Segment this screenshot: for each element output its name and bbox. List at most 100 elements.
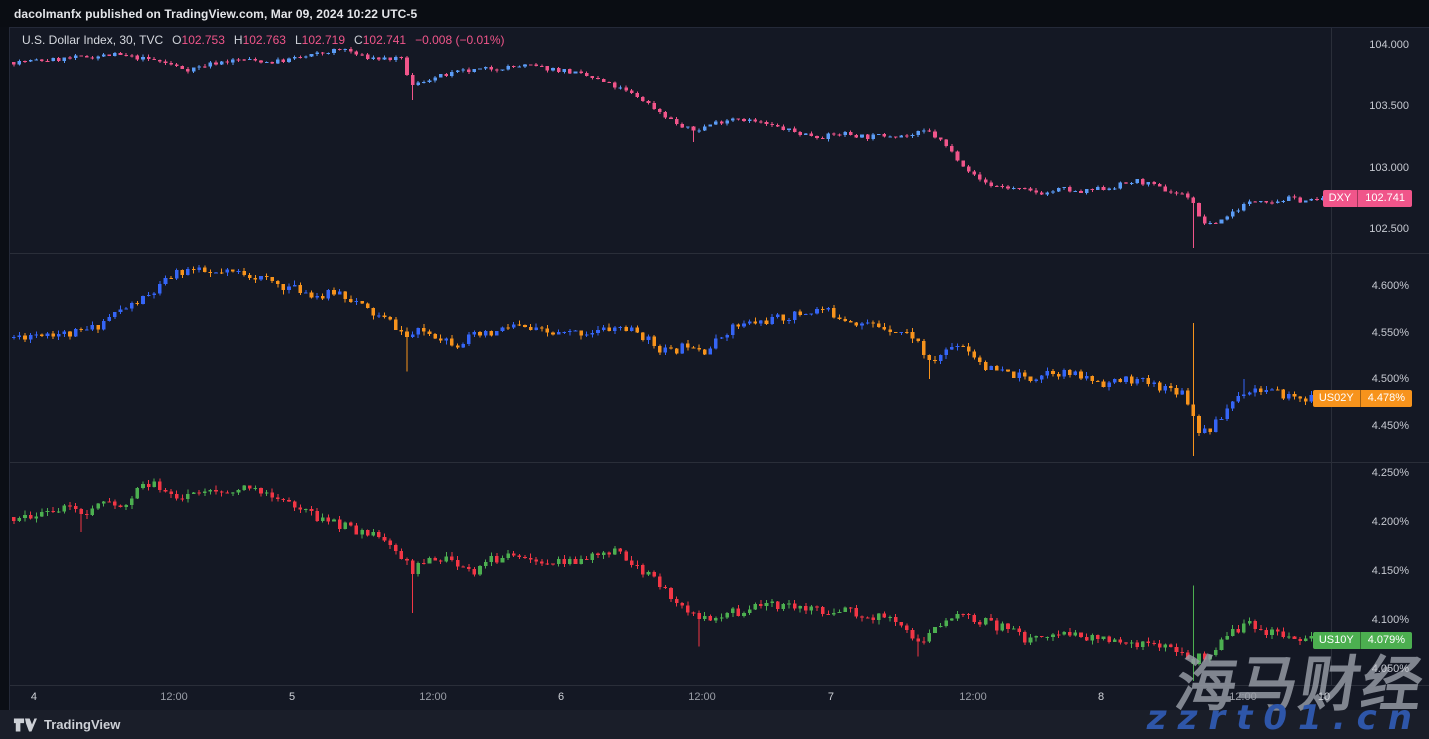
candle-body xyxy=(495,330,499,336)
candle-body xyxy=(955,151,960,161)
candle-body xyxy=(916,338,920,341)
candle-body xyxy=(304,508,308,510)
candle-body xyxy=(101,501,106,504)
candle-body xyxy=(1051,191,1055,193)
candle-body xyxy=(1039,375,1044,380)
candle-body xyxy=(202,267,207,273)
candle-body xyxy=(405,57,409,75)
time-tick-label: 4 xyxy=(30,691,38,703)
tradingview-brand[interactable]: TradingView xyxy=(44,717,121,732)
candle-body xyxy=(1112,379,1117,383)
candle-body xyxy=(1180,390,1184,395)
candle-body xyxy=(590,553,595,560)
badge-value: 102.741 xyxy=(1365,192,1405,205)
candle-body xyxy=(191,492,196,494)
candle-body xyxy=(669,588,673,600)
candle-body xyxy=(994,620,999,631)
symbol-title[interactable]: U.S. Dollar Index, 30, TVC xyxy=(22,33,164,47)
candle-body xyxy=(259,60,263,63)
candle-body xyxy=(1011,187,1016,189)
candle-body xyxy=(669,347,673,349)
candle-body xyxy=(747,321,752,324)
tradingview-logo-icon[interactable] xyxy=(13,717,37,733)
candle-body xyxy=(422,563,426,565)
candle-body xyxy=(197,267,201,270)
candle-body xyxy=(1034,636,1038,638)
candle-body xyxy=(646,571,651,575)
candle-body xyxy=(871,617,876,621)
candle-body xyxy=(427,331,432,334)
candle-body xyxy=(792,311,797,320)
candle-body xyxy=(1230,628,1235,637)
candle-body xyxy=(1275,629,1280,632)
chart-area[interactable]: U.S. Dollar Index, 30, TVC O102.753 H102… xyxy=(9,27,1429,710)
candle-body xyxy=(1219,219,1224,224)
candle-body xyxy=(231,59,235,63)
time-axis[interactable]: 4 12:00 5 12:00 6 12:00 7 12:00 8 12:00 10 xyxy=(10,685,1429,711)
candle-body xyxy=(568,69,572,74)
candle-body xyxy=(450,556,454,560)
candle-body xyxy=(697,347,701,350)
candle-body xyxy=(871,322,876,324)
price-tick-label: 103.500 xyxy=(1369,100,1409,113)
candle-body xyxy=(1320,197,1325,200)
publish-text: dacolmanfx published on TradingView.com,… xyxy=(14,6,418,21)
candle-body xyxy=(950,146,954,152)
candle-body xyxy=(17,517,22,522)
price-tick-label: 4.250% xyxy=(1371,467,1409,479)
candle-body xyxy=(276,280,280,285)
candle-body xyxy=(562,559,567,565)
price-axis[interactable]: 104.000 103.500 103.000 102.500 DXY 102.741 4.… xyxy=(1312,28,1429,685)
watermark-url: zzrt01.cn xyxy=(1146,698,1423,738)
candle-body xyxy=(646,336,651,341)
candle-body xyxy=(1185,652,1190,660)
candle-body xyxy=(450,71,454,77)
candle-body xyxy=(1208,428,1213,432)
candle-body xyxy=(1214,649,1218,655)
candle-body xyxy=(410,560,415,574)
candle-body xyxy=(663,347,668,353)
time-tick-label: 12:00 xyxy=(419,691,447,703)
candle-body xyxy=(517,324,522,326)
candle-body xyxy=(124,55,128,57)
candle-body xyxy=(568,330,572,332)
candle-body xyxy=(921,130,926,132)
candle-body xyxy=(1073,190,1078,192)
candle-body xyxy=(927,354,932,360)
candle-body xyxy=(944,139,949,147)
candle-body xyxy=(1118,379,1123,382)
candle-body xyxy=(545,563,550,565)
candle-body xyxy=(1219,418,1224,420)
candle-body xyxy=(905,331,909,333)
time-tick-label: 12:00 xyxy=(688,691,716,703)
candle-body xyxy=(955,345,960,348)
candle-body xyxy=(725,120,729,124)
candle-body xyxy=(607,82,612,84)
candle-body xyxy=(910,332,915,339)
candle-body xyxy=(540,65,544,67)
candle-body xyxy=(781,314,786,321)
candle-body xyxy=(1169,644,1173,647)
candle-body xyxy=(613,548,617,555)
candle-body xyxy=(1006,623,1010,630)
candle-body xyxy=(584,558,589,560)
candle-body xyxy=(1191,404,1196,416)
candle-body xyxy=(174,269,179,279)
candle-body xyxy=(1084,637,1089,641)
candle-body xyxy=(787,603,791,605)
candle-body xyxy=(90,508,95,515)
candle-body xyxy=(950,618,954,621)
candle-body xyxy=(804,606,808,611)
candle-body xyxy=(259,275,263,280)
candle-body xyxy=(1146,181,1151,185)
candle-body xyxy=(1174,192,1179,194)
candle-body xyxy=(79,509,84,514)
candle-body xyxy=(169,62,173,65)
candle-body xyxy=(320,296,325,299)
candlestick-plot[interactable] xyxy=(10,28,1429,711)
candle-body xyxy=(399,329,404,332)
candle-body xyxy=(809,313,814,315)
candle-body xyxy=(1292,394,1297,397)
time-tick-label: 5 xyxy=(288,691,296,703)
